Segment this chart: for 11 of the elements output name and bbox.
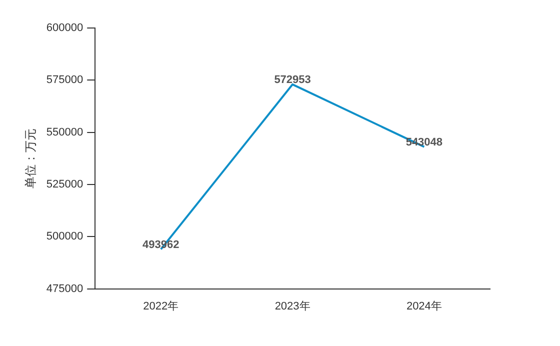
x-tick-label: 2022年: [143, 300, 179, 312]
y-tick-label: 600000: [46, 22, 84, 34]
y-tick-label: 525000: [46, 178, 84, 191]
x-tick-label: 2023年: [274, 300, 310, 312]
y-tick-label: 550000: [46, 126, 84, 138]
y-tick-label: 575000: [46, 74, 84, 86]
data-label: 572953: [274, 74, 311, 86]
y-tick-label: 475000: [46, 282, 84, 295]
x-tick-label: 2024年: [406, 300, 442, 312]
y-tick-label: 500000: [46, 230, 84, 243]
y-axis-title: 单位：万元: [24, 128, 38, 188]
